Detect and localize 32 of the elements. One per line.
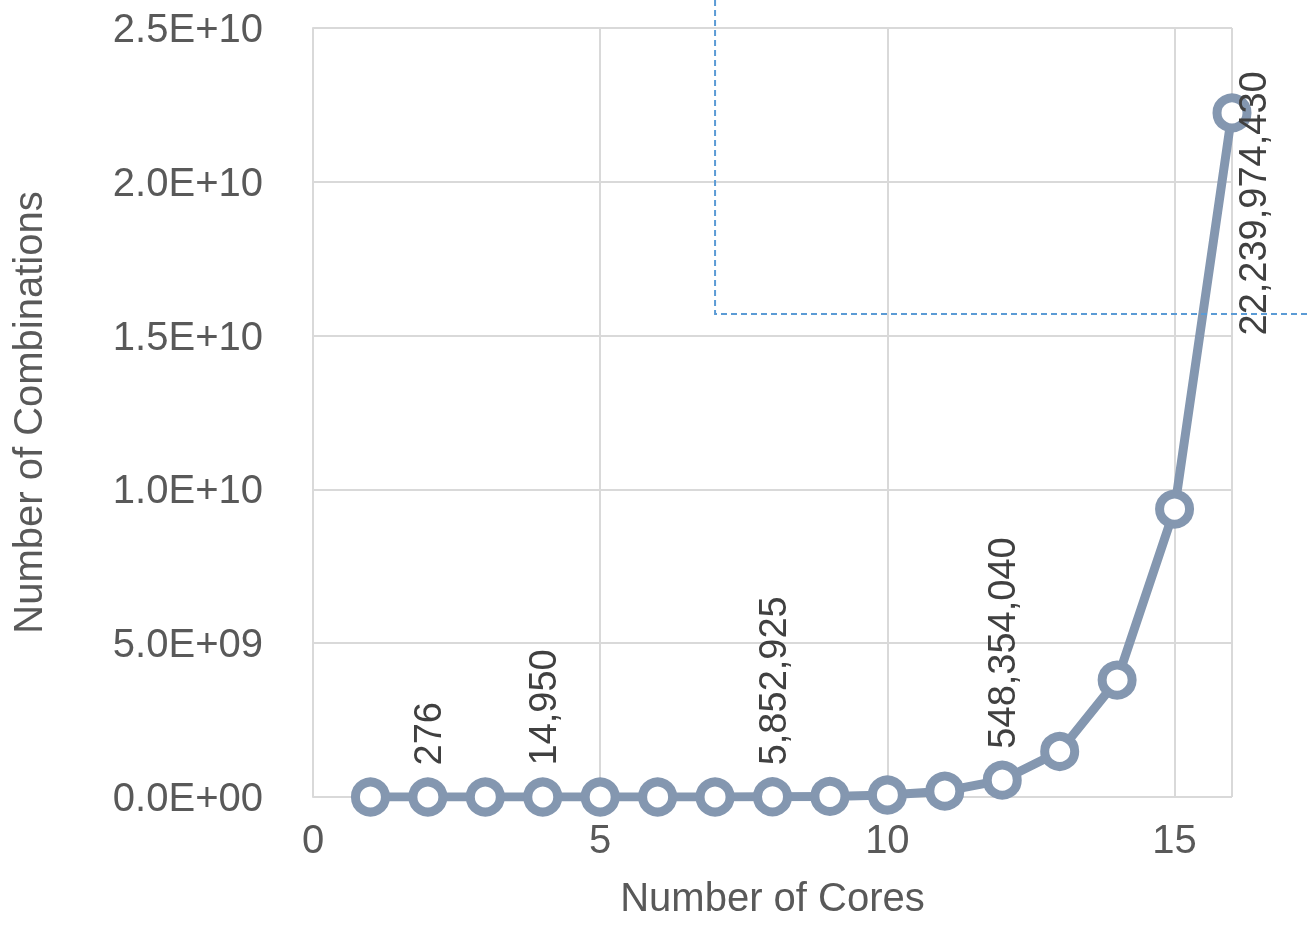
data-label: 14,950 xyxy=(521,649,564,766)
point xyxy=(580,777,620,817)
y-tick-label: 5.0E+09 xyxy=(112,621,263,666)
data-label: 548,354,040 xyxy=(981,537,1024,749)
point xyxy=(867,775,907,815)
y-tick-label: 0.0E+00 xyxy=(112,775,263,819)
x-tick-label: 10 xyxy=(865,817,910,861)
point xyxy=(810,776,850,816)
point xyxy=(753,777,792,817)
data-label: 22,239,974,430 xyxy=(1231,71,1274,336)
data-label: 276 xyxy=(406,702,449,766)
point xyxy=(408,777,448,817)
point xyxy=(1097,660,1137,700)
point xyxy=(982,760,1022,800)
x-tick-label: 0 xyxy=(301,817,325,861)
point xyxy=(695,777,735,817)
point xyxy=(465,777,505,817)
x-tick-label: 15 xyxy=(1152,817,1197,861)
point xyxy=(925,771,965,811)
y-tick-label: 1.5E+10 xyxy=(112,313,263,358)
y-axis-title: Number of Combinations xyxy=(6,191,50,634)
y-tick-label: 2.0E+10 xyxy=(112,159,263,204)
point xyxy=(1155,489,1195,529)
y-tick-label: 1.0E+10 xyxy=(112,467,263,512)
y-tick-label: 2.5E+10 xyxy=(112,6,263,50)
point xyxy=(523,777,563,817)
data-label: 5,852,925 xyxy=(751,596,794,766)
point xyxy=(350,777,390,817)
x-axis-title: Number of Cores xyxy=(620,875,925,919)
point xyxy=(638,777,678,817)
point xyxy=(1040,731,1080,771)
x-tick-label: 5 xyxy=(589,817,612,861)
